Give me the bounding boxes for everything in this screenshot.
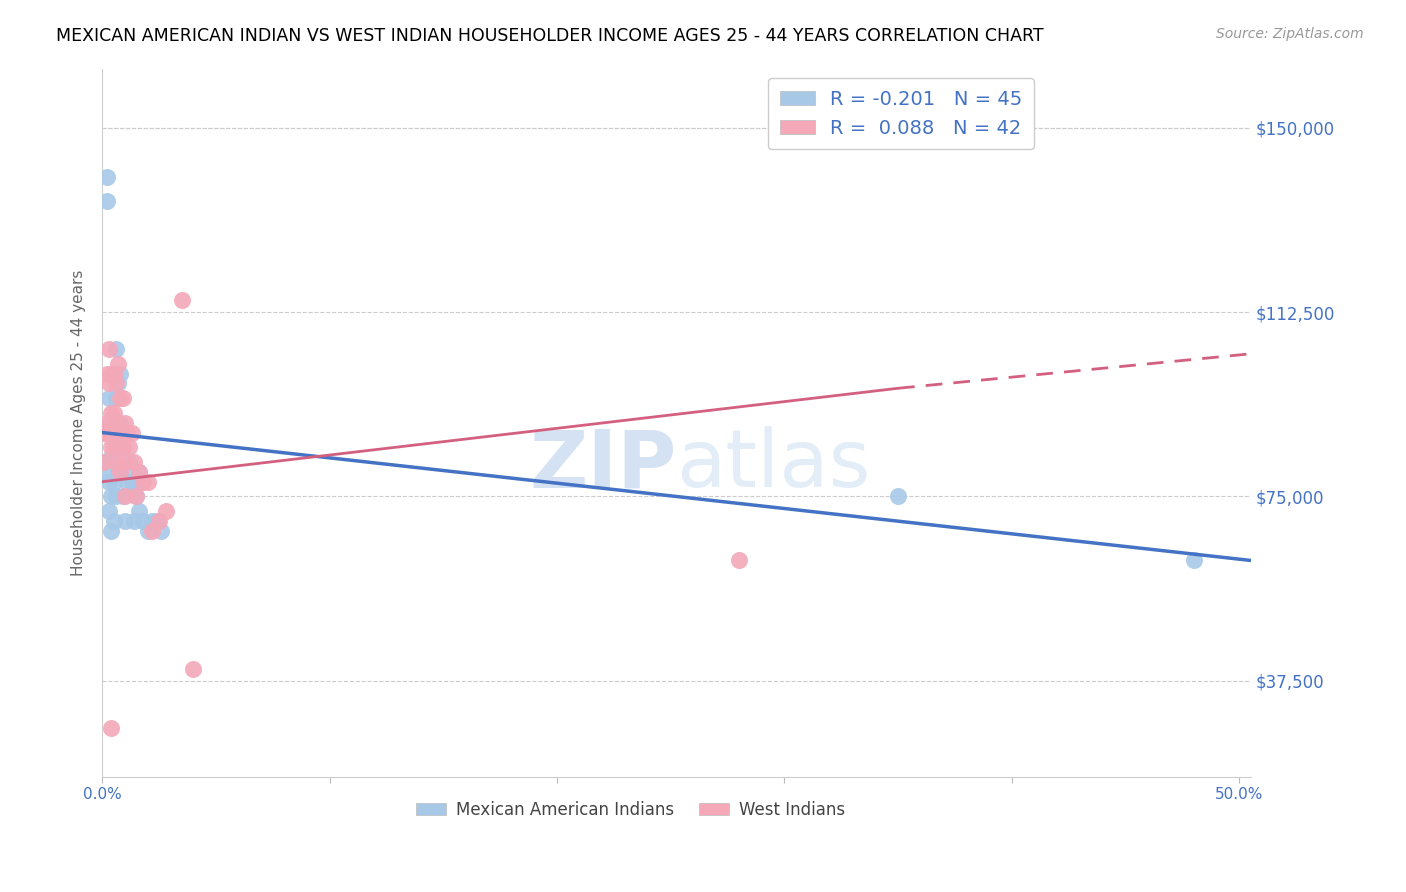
- Point: [141, 514, 163, 528]
- Point: [141, 524, 163, 538]
- Point: [115, 475, 138, 489]
- Point: [122, 455, 145, 469]
- Text: MEXICAN AMERICAN INDIAN VS WEST INDIAN HOUSEHOLDER INCOME AGES 25 - 44 YEARS COR: MEXICAN AMERICAN INDIAN VS WEST INDIAN H…: [56, 27, 1043, 45]
- Point: [103, 475, 125, 489]
- Point: [1182, 553, 1205, 567]
- Point: [96, 367, 118, 381]
- Point: [93, 455, 115, 469]
- Point: [136, 524, 159, 538]
- Point: [100, 440, 122, 454]
- Point: [114, 514, 136, 528]
- Point: [100, 721, 122, 735]
- Point: [121, 425, 143, 440]
- Point: [728, 553, 751, 567]
- Point: [110, 391, 132, 405]
- Point: [98, 425, 121, 440]
- Point: [125, 490, 148, 504]
- Point: [170, 293, 193, 307]
- Point: [93, 425, 115, 440]
- Point: [98, 504, 121, 518]
- Legend: Mexican American Indians, West Indians: Mexican American Indians, West Indians: [409, 794, 852, 825]
- Point: [103, 514, 125, 528]
- Point: [100, 416, 122, 430]
- Point: [103, 440, 125, 454]
- Text: Source: ZipAtlas.com: Source: ZipAtlas.com: [1216, 27, 1364, 41]
- Point: [107, 376, 129, 391]
- Point: [118, 440, 141, 454]
- Point: [887, 490, 910, 504]
- Point: [93, 425, 115, 440]
- Point: [100, 367, 122, 381]
- Point: [103, 367, 125, 381]
- Point: [125, 490, 148, 504]
- Text: ZIP: ZIP: [529, 426, 676, 504]
- Point: [98, 425, 121, 440]
- Point: [114, 490, 136, 504]
- Point: [104, 391, 127, 405]
- Point: [132, 514, 155, 528]
- Point: [104, 490, 127, 504]
- Point: [114, 416, 136, 430]
- Point: [111, 440, 134, 454]
- Point: [114, 455, 136, 469]
- Point: [98, 376, 121, 391]
- Point: [111, 490, 134, 504]
- Point: [98, 391, 121, 405]
- Point: [107, 425, 129, 440]
- Point: [107, 357, 129, 371]
- Point: [100, 524, 122, 538]
- Point: [104, 416, 127, 430]
- Point: [121, 475, 143, 489]
- Y-axis label: Householder Income Ages 25 - 44 years: Householder Income Ages 25 - 44 years: [72, 269, 86, 576]
- Point: [93, 455, 115, 469]
- Point: [129, 475, 152, 489]
- Point: [98, 475, 121, 489]
- Point: [110, 416, 132, 430]
- Point: [96, 169, 118, 184]
- Point: [96, 416, 118, 430]
- Point: [107, 465, 129, 479]
- Point: [104, 342, 127, 356]
- Point: [136, 475, 159, 489]
- Point: [111, 391, 134, 405]
- Point: [155, 504, 177, 518]
- Point: [128, 465, 150, 479]
- Point: [115, 425, 138, 440]
- Point: [146, 514, 169, 528]
- Point: [104, 376, 127, 391]
- Point: [110, 367, 132, 381]
- Point: [100, 450, 122, 464]
- Point: [128, 465, 150, 479]
- Point: [104, 440, 127, 454]
- Point: [96, 194, 118, 209]
- Point: [103, 425, 125, 440]
- Point: [104, 455, 127, 469]
- Point: [118, 455, 141, 469]
- Point: [100, 406, 122, 420]
- Point: [103, 367, 125, 381]
- Point: [107, 425, 129, 440]
- Point: [103, 406, 125, 420]
- Point: [100, 490, 122, 504]
- Point: [111, 440, 134, 454]
- Point: [150, 524, 173, 538]
- Point: [128, 504, 150, 518]
- Text: atlas: atlas: [676, 426, 870, 504]
- Point: [98, 342, 121, 356]
- Point: [96, 465, 118, 479]
- Point: [122, 514, 145, 528]
- Point: [181, 662, 204, 676]
- Point: [110, 465, 132, 479]
- Point: [110, 425, 132, 440]
- Point: [132, 475, 155, 489]
- Point: [114, 465, 136, 479]
- Point: [148, 514, 170, 528]
